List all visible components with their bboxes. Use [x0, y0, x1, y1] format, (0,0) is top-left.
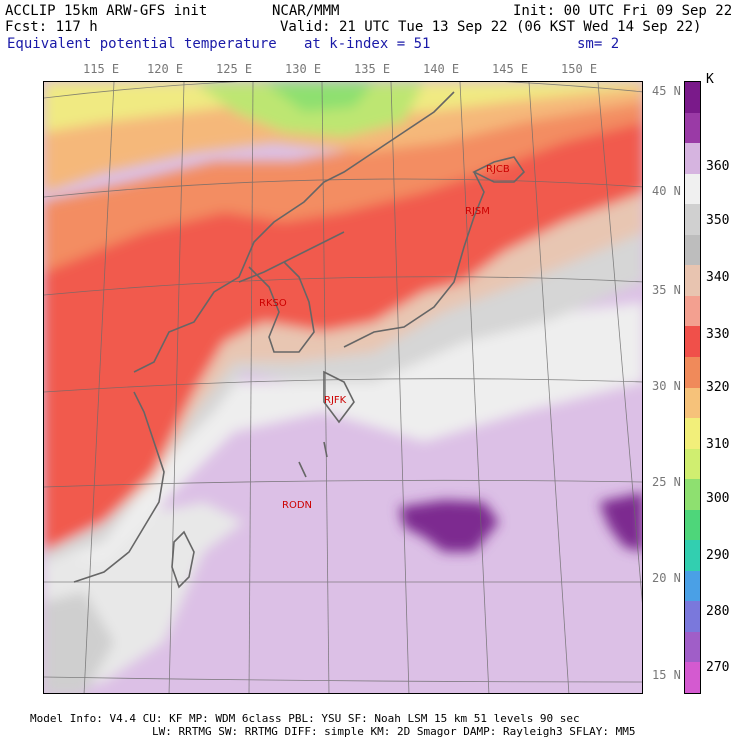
field-name: Equivalent potential temperature — [7, 36, 277, 52]
lon-tick: 130 E — [285, 62, 322, 76]
colorbar-segment — [685, 601, 700, 633]
colorbar-segment — [685, 662, 700, 694]
model-title: ACCLIP 15km ARW-GFS init — [5, 3, 208, 19]
lat-tick: 30 N — [652, 379, 681, 393]
colorbar-segment — [685, 82, 700, 114]
colorbar-segment — [685, 173, 700, 205]
colorbar-label: 350 — [706, 213, 730, 228]
lon-tick: 115 E — [83, 62, 120, 76]
station-label: RJSM — [465, 206, 490, 217]
lon-tick: 120 E — [147, 62, 184, 76]
colorbar-label: 310 — [706, 437, 730, 452]
theta-e-map[interactable]: RJCB RJSM RKSO RJFK RODN — [43, 81, 643, 694]
colorbar — [684, 81, 701, 694]
colorbar-segment — [685, 326, 700, 358]
station-label: RJFK — [324, 395, 347, 406]
station-label: RJCB — [486, 164, 510, 175]
colorbar-label: 340 — [706, 270, 730, 285]
colorbar-label: 290 — [706, 548, 730, 563]
colorbar-segment — [685, 387, 700, 419]
valid-time: Valid: 21 UTC Tue 13 Sep 22 (06 KST Wed … — [280, 19, 702, 35]
colorbar-label: 270 — [706, 660, 730, 675]
lat-tick: 20 N — [652, 571, 681, 585]
colorbar-segment — [685, 418, 700, 450]
colorbar-label: 330 — [706, 327, 730, 342]
smoothing-label: sm= 2 — [577, 36, 620, 52]
colorbar-segment — [685, 234, 700, 266]
lon-tick: 125 E — [216, 62, 253, 76]
physics-info: LW: RRTMG SW: RRTMG DIFF: simple KM: 2D … — [152, 725, 636, 738]
colorbar-label: 320 — [706, 380, 730, 395]
init-time: Init: 00 UTC Fri 09 Sep 22 — [513, 3, 733, 19]
colorbar-segment — [685, 631, 700, 663]
colorbar-segment — [685, 448, 700, 480]
lon-tick: 150 E — [561, 62, 598, 76]
colorbar-segment — [685, 112, 700, 144]
colorbar-unit: K — [706, 72, 714, 87]
colorbar-segment — [685, 479, 700, 511]
station-label: RKSO — [259, 298, 287, 309]
colorbar-segment — [685, 540, 700, 572]
colorbar-label: 280 — [706, 604, 730, 619]
colorbar-segment — [685, 204, 700, 236]
model-info: Model Info: V4.4 CU: KF MP: WDM 6class P… — [30, 712, 580, 725]
lat-tick: 45 N — [652, 84, 681, 98]
colorbar-segment — [685, 265, 700, 297]
org-label: NCAR/MMM — [272, 3, 340, 19]
colorbar-label: 300 — [706, 491, 730, 506]
k-index-label: at k-index = 51 — [304, 36, 431, 52]
colorbar-segment — [685, 356, 700, 388]
lat-tick: 25 N — [652, 475, 681, 489]
colorbar-segment — [685, 509, 700, 541]
forecast-hour: Fcst: 117 h — [5, 19, 98, 35]
colorbar-segment — [685, 143, 700, 175]
colorbar-label: 360 — [706, 159, 730, 174]
lon-tick: 145 E — [492, 62, 529, 76]
map-field — [44, 82, 642, 693]
lat-tick: 15 N — [652, 668, 681, 682]
station-label: RODN — [282, 500, 312, 511]
lat-tick: 40 N — [652, 184, 681, 198]
lat-tick: 35 N — [652, 283, 681, 297]
colorbar-segment — [685, 295, 700, 327]
lon-tick: 140 E — [423, 62, 460, 76]
lon-tick: 135 E — [354, 62, 391, 76]
colorbar-segment — [685, 570, 700, 602]
